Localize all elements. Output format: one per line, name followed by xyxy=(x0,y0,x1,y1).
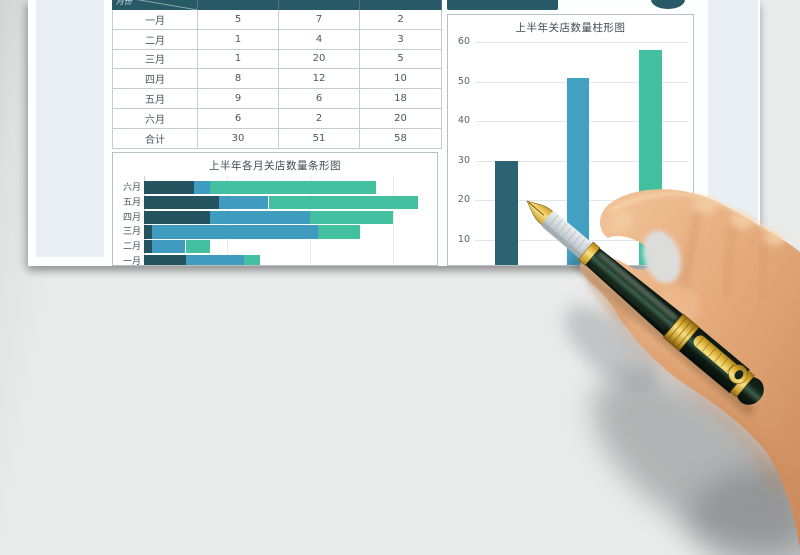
total-label-cell: 合计 xyxy=(112,128,198,149)
pen-grip-section xyxy=(541,211,594,260)
month-cell: 三月 xyxy=(112,49,198,70)
category-label: 四月 xyxy=(122,212,141,223)
cutoff-header-bar xyxy=(447,0,558,10)
table-row: 六月 6 2 20 xyxy=(112,108,442,129)
table-header-cell xyxy=(198,0,279,10)
finger-gap xyxy=(642,230,682,284)
value-cell: 9 xyxy=(198,89,279,109)
spreadsheet-paper: 月份 一月 5 7 2 二月 1 4 3 xyxy=(28,0,760,266)
total-value-cell: 51 xyxy=(279,128,360,149)
month-cell: 二月 xyxy=(112,29,198,50)
table-row: 四月 8 12 10 xyxy=(112,69,442,90)
table-row: 五月 9 6 18 xyxy=(112,89,442,109)
table-corner-cell: 月份 xyxy=(112,0,198,10)
bar-segment xyxy=(144,225,153,239)
column-chart-title: 上半年关店数量柱形图 xyxy=(515,22,626,34)
bar-segment xyxy=(310,210,393,224)
value-cell: 20 xyxy=(360,108,442,129)
total-value-cell: 30 xyxy=(198,128,279,149)
value-cell: 4 xyxy=(279,29,360,50)
pen-shadow xyxy=(569,256,754,415)
table-row: 三月 1 20 5 xyxy=(112,49,442,70)
table-total-row: 合计 30 51 58 xyxy=(112,128,442,149)
value-cell: 3 xyxy=(360,29,442,50)
monthly-data-table: 月份 一月 5 7 2 二月 1 4 3 xyxy=(112,0,442,149)
hbar-chart: 上半年各月关店数量条形图 六月五月四月三月二月一月 xyxy=(112,152,438,266)
category-label: 六月 xyxy=(122,182,141,193)
category-label: 三月 xyxy=(122,227,141,238)
value-cell: 2 xyxy=(279,108,360,129)
pen-barrel xyxy=(585,248,684,337)
category-label: 五月 xyxy=(122,197,141,208)
column-bar xyxy=(566,77,589,265)
category-label: 一月 xyxy=(122,257,141,266)
hbar-chart-title: 上半年各月关店数量条形图 xyxy=(209,160,341,172)
bar-segment xyxy=(243,255,261,265)
total-value-cell: 58 xyxy=(360,128,442,149)
ytick-label: 20 xyxy=(457,194,470,205)
grid-line xyxy=(393,176,394,265)
bar-segment xyxy=(185,255,244,265)
bar-segment xyxy=(144,240,153,254)
value-cell: 10 xyxy=(360,69,442,90)
month-cell: 六月 xyxy=(112,108,198,129)
bar-segment xyxy=(144,255,186,265)
month-cell: 五月 xyxy=(112,89,198,109)
ytick-label: 10 xyxy=(457,233,470,245)
bar-segment xyxy=(144,195,219,209)
month-cell: 一月 xyxy=(112,10,198,30)
value-cell: 20 xyxy=(279,49,360,70)
paper-left-margin xyxy=(36,0,104,257)
hand-shadow xyxy=(564,305,800,555)
bar-segment xyxy=(318,225,360,239)
grid-line xyxy=(475,42,688,43)
ytick-label: 30 xyxy=(457,154,470,166)
corner-label: 月份 xyxy=(116,0,132,6)
bar-segment xyxy=(268,195,418,209)
value-cell: 7 xyxy=(279,10,360,30)
fountain-pen xyxy=(526,200,764,415)
column-bar xyxy=(495,160,518,265)
value-cell: 1 xyxy=(198,29,279,50)
bar-segment xyxy=(152,225,319,239)
bar-segment xyxy=(210,210,310,224)
category-label: 二月 xyxy=(122,242,141,253)
bar-segment xyxy=(210,180,377,194)
table-row: 一月 5 7 2 xyxy=(112,10,442,30)
table-header-cell xyxy=(360,0,442,10)
bar-segment xyxy=(144,180,194,194)
bar-segment xyxy=(144,210,211,224)
bar-segment xyxy=(152,240,186,254)
month-cell: 四月 xyxy=(112,69,198,90)
value-cell: 8 xyxy=(198,69,279,90)
value-cell: 5 xyxy=(198,10,279,30)
ytick-label: 40 xyxy=(457,115,470,126)
table-header-cell xyxy=(279,0,360,10)
value-cell: 1 xyxy=(198,49,279,70)
ytick-label: 60 xyxy=(457,36,470,47)
value-cell: 6 xyxy=(198,108,279,129)
value-cell: 6 xyxy=(279,89,360,109)
value-cell: 2 xyxy=(360,10,442,30)
bar-segment xyxy=(193,180,211,194)
header-diagonal-line xyxy=(136,0,197,10)
value-cell: 12 xyxy=(279,69,360,90)
index-fingertip xyxy=(610,211,634,233)
table-row: 二月 1 4 3 xyxy=(112,29,442,50)
cutoff-decorative-circle xyxy=(651,0,685,9)
value-cell: 5 xyxy=(360,49,442,70)
ytick-label: 50 xyxy=(457,75,470,87)
value-cell: 18 xyxy=(360,89,442,109)
pen-clip xyxy=(693,335,742,378)
bar-segment xyxy=(185,240,211,254)
table-header-row: 月份 xyxy=(112,0,442,10)
bar-segment xyxy=(218,195,269,209)
